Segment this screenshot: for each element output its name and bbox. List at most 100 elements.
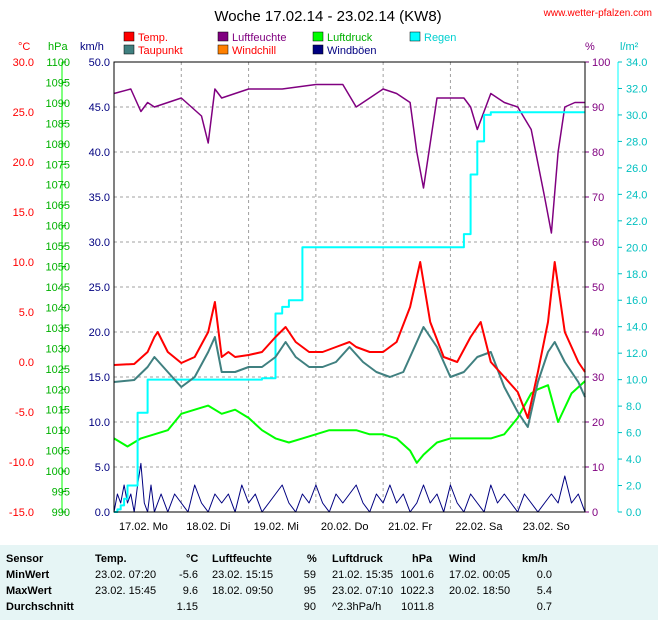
stats-row-label: MaxWert [6, 585, 52, 597]
series-line-luftfeuchte [113, 83, 585, 234]
temp-tick-label: 30.0 [13, 57, 34, 69]
day-label: 17.02. Mo [119, 521, 168, 533]
temp-tick-label: -15.0 [9, 507, 34, 519]
stats-row-label: Durchschnitt [6, 601, 74, 613]
legend-label-windchill: Windchill [232, 45, 276, 57]
wind-tick-label: 20.0 [89, 327, 110, 339]
stats-temp-val: 9.6 [182, 585, 198, 597]
pressure-tick-label: 995 [52, 487, 70, 499]
pressure-tick-label: 1005 [46, 446, 70, 458]
pressure-tick-label: 1080 [46, 139, 70, 151]
series-line-temp [113, 261, 586, 419]
stats-header-wind-unit: km/h [522, 553, 548, 565]
unit-wind: km/h [80, 41, 104, 53]
unit-temp: °C [18, 41, 30, 53]
temp-tick-label: 25.0 [13, 107, 34, 119]
wind-tick-label: 30.0 [89, 237, 110, 249]
legend-swatch-gust [312, 44, 324, 55]
legend-swatch-pressure [312, 31, 324, 42]
humidity-tick-label: 70 [592, 192, 604, 204]
temp-tick-label: -5.0 [15, 407, 34, 419]
rain-tick-label: 0.0 [626, 507, 641, 519]
legend-label-temp: Temp. [138, 32, 168, 44]
rain-tick-label: 20.0 [626, 242, 647, 254]
pressure-tick-label: 1040 [46, 302, 70, 314]
pressure-tick-label: 1075 [46, 159, 70, 171]
rain-tick-label: 26.0 [626, 163, 647, 175]
wind-tick-label: 25.0 [89, 282, 110, 294]
humidity-tick-label: 20 [592, 417, 604, 429]
unit-pressure: hPa [48, 41, 68, 53]
rain-tick-label: 18.0 [626, 269, 647, 281]
legend-swatch-humidity [217, 31, 229, 42]
pressure-tick-label: 990 [52, 507, 70, 519]
stats-header-press: Luftdruck [332, 553, 383, 565]
temp-tick-label: -10.0 [9, 457, 34, 469]
temp-tick-label: 10.0 [13, 257, 34, 269]
humidity-tick-label: 10 [592, 462, 604, 474]
stats-wind-val: 0.0 [536, 569, 552, 581]
legend-swatch-dewpoint [123, 44, 135, 55]
series [113, 83, 586, 513]
humidity-tick-label: 80 [592, 147, 604, 159]
rain-tick-label: 34.0 [626, 57, 647, 69]
pressure-tick-label: 1055 [46, 241, 70, 253]
stats-wind-val: 0.7 [536, 601, 552, 613]
legend-label-dewpoint: Taupunkt [138, 45, 183, 57]
stats-header-temp-unit: °C [186, 553, 199, 565]
humidity-tick-label: 50 [592, 282, 604, 294]
stats-press-val: 1011.8 [401, 601, 434, 613]
day-label: 22.02. Sa [455, 521, 503, 533]
rain-tick-label: 10.0 [626, 375, 647, 387]
stats-temp-time: 23.02. 07:20 [95, 569, 157, 581]
rain-tick-label: 24.0 [626, 189, 647, 201]
wind-tick-label: 35.0 [89, 192, 110, 204]
wind-tick-label: 5.0 [95, 462, 110, 474]
site-url: www.wetter-pfalzen.com [543, 8, 652, 19]
rain-tick-label: 32.0 [626, 83, 647, 95]
stats-wind-val: 5.4 [536, 585, 552, 597]
stats-header-hum: Luftfeuchte [212, 553, 272, 565]
stats-press-time: 21.02. 15:35 [332, 569, 394, 581]
pressure-tick-label: 1060 [46, 221, 70, 233]
stats-press-time: 23.02. 07:10 [332, 585, 394, 597]
temp-tick-label: 20.0 [13, 157, 34, 169]
pressure-tick-label: 1065 [46, 200, 70, 212]
rain-tick-label: 30.0 [626, 110, 647, 122]
humidity-tick-label: 60 [592, 237, 604, 249]
stats-hum-time: 18.02. 09:50 [212, 585, 274, 597]
rain-tick-label: 22.0 [626, 216, 647, 228]
stats-wind-time: 17.02. 00:05 [449, 569, 511, 581]
wind-tick-label: 0.0 [95, 507, 110, 519]
stats-hum-val: 95 [303, 585, 316, 597]
day-label: 19.02. Mi [254, 521, 299, 533]
weather-chart: Woche 17.02.14 - 23.02.14 (KW8) www.wett… [8, 8, 652, 533]
axes: 30.0 25.0 20.0 15.0 10.0 5.0 0.0 -5.0 -10.0 -15.0… [9, 57, 648, 533]
humidity-tick-label: 90 [592, 102, 604, 114]
rain-tick-label: 14.0 [626, 322, 647, 334]
wind-tick-label: 15.0 [89, 372, 110, 384]
pressure-tick-label: 1085 [46, 118, 70, 130]
stats-hum-val: 59 [303, 569, 316, 581]
legend-label-humidity: Luftfeuchte [232, 32, 286, 44]
pressure-tick-label: 1000 [46, 466, 70, 478]
pressure-tick-label: 1100 [46, 57, 70, 69]
stats-wind-time: 20.02. 18:50 [449, 585, 511, 597]
day-label: 18.02. Di [186, 521, 230, 533]
stats-temp-val: 1.15 [176, 601, 198, 613]
wind-tick-label: 45.0 [89, 102, 110, 114]
pressure-tick-label: 1025 [46, 364, 70, 376]
wind-tick-label: 10.0 [89, 417, 110, 429]
rain-tick-label: 8.0 [626, 401, 641, 413]
stats-header-temp: Temp. [95, 553, 127, 565]
day-label: 23.02. So [523, 521, 570, 533]
wind-tick-label: 50.0 [89, 57, 110, 69]
rain-tick-label: 4.0 [626, 454, 641, 466]
pressure-tick-label: 1020 [46, 384, 70, 396]
legend-swatch-windchill [217, 44, 229, 55]
rain-tick-label: 28.0 [626, 136, 647, 148]
pressure-tick-label: 1095 [46, 77, 70, 89]
humidity-tick-label: 100 [592, 57, 610, 69]
legend-label-pressure: Luftdruck [327, 32, 373, 44]
temp-tick-label: 15.0 [13, 207, 34, 219]
